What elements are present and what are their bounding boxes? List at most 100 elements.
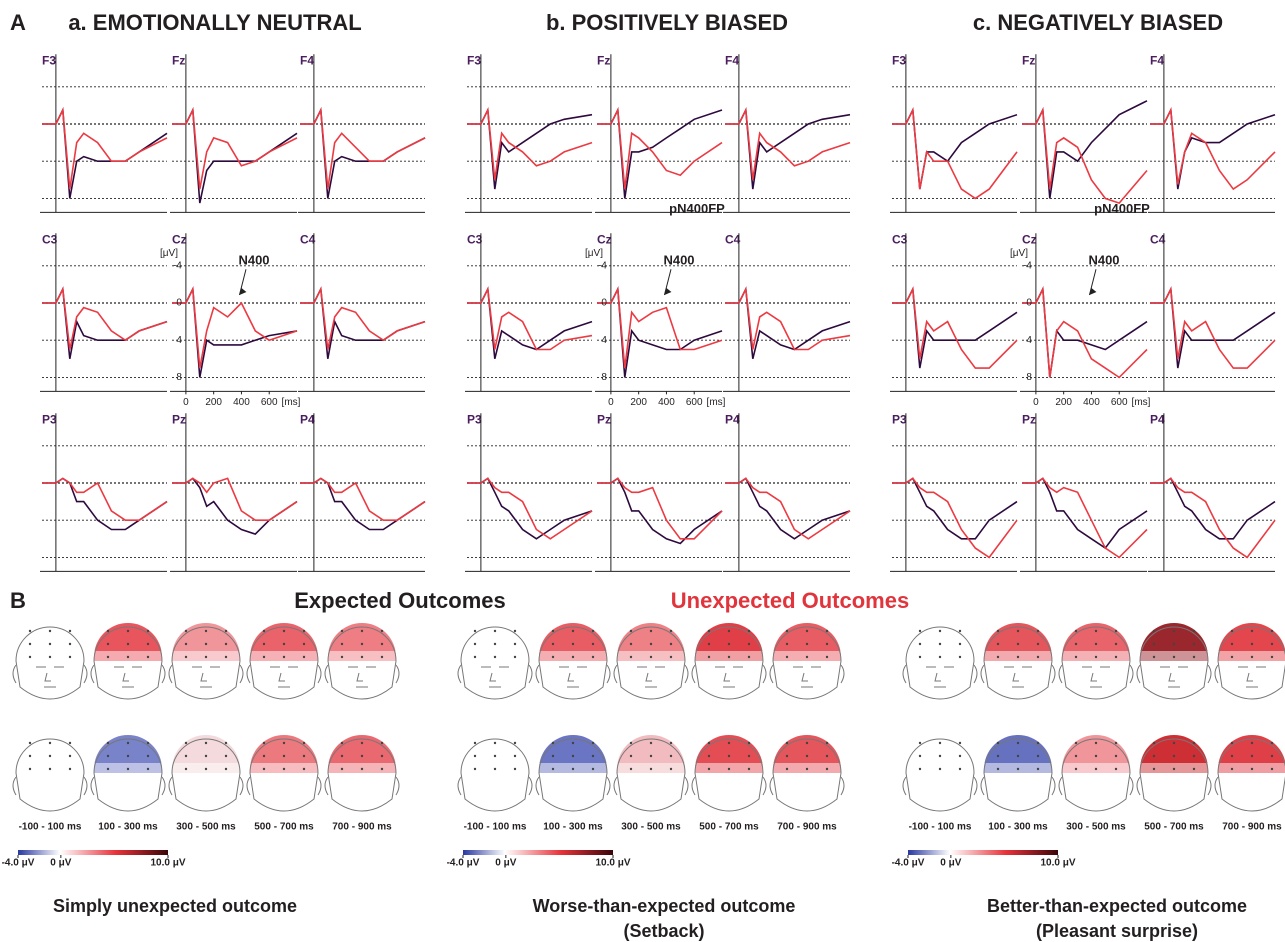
electrode-dot <box>341 630 343 632</box>
ears <box>1059 665 1133 683</box>
topo-time-label: 500 - 700 ms <box>254 822 314 833</box>
electrode-dot <box>552 643 554 645</box>
electrode-dot <box>494 742 496 744</box>
column-title: a. EMOTIONALLY NEUTRAL <box>68 10 361 35</box>
unexpected-wave <box>892 110 1017 198</box>
x-unit: [ms] <box>707 397 726 408</box>
electrode-dot <box>552 755 554 757</box>
electrode-dot <box>939 768 941 770</box>
topo-time-label: 100 - 300 ms <box>98 822 158 833</box>
face <box>637 667 665 687</box>
unexpected-wave <box>172 110 297 189</box>
electrode-dot <box>127 643 129 645</box>
topo-time-label: 500 - 700 ms <box>699 822 759 833</box>
electrode-dot <box>1037 643 1039 645</box>
expected-wave <box>300 478 425 529</box>
colorbar-label: 0 μV <box>495 858 516 869</box>
unexpected-wave <box>892 289 1017 368</box>
electrode-dot <box>494 630 496 632</box>
ears <box>13 777 87 795</box>
head-outline <box>16 627 84 699</box>
electrode-dot <box>107 656 109 658</box>
face <box>481 667 509 687</box>
electrode-dot <box>1037 768 1039 770</box>
electrode-dot <box>552 656 554 658</box>
electrode-dot <box>494 656 496 658</box>
unexpected-wave <box>597 110 722 189</box>
electrode-dot <box>572 656 574 658</box>
electrode-dot <box>1075 630 1077 632</box>
caption: Worse-than-expected outcome <box>533 896 796 916</box>
electrode-dot <box>786 630 788 632</box>
electrode-dot <box>650 755 652 757</box>
topo-time-label: 300 - 500 ms <box>176 822 236 833</box>
electrode-dot <box>29 768 31 770</box>
electrode-dot <box>474 742 476 744</box>
electrode-dot <box>630 742 632 744</box>
topo-time-label: 100 - 300 ms <box>543 822 603 833</box>
ears <box>325 665 399 683</box>
electrode-dot <box>185 742 187 744</box>
electrode-dot <box>341 643 343 645</box>
electrode-dot <box>361 742 363 744</box>
electrode-dot <box>107 630 109 632</box>
electrode-dot <box>1173 643 1175 645</box>
colorbar-label: 0 μV <box>50 858 71 869</box>
electrode-dot <box>650 643 652 645</box>
electrode-dot <box>225 768 227 770</box>
electrode-label: P4 <box>1150 412 1165 426</box>
electrode-dot <box>1231 755 1233 757</box>
colorbar-label: -4.0 μV <box>447 858 480 869</box>
face <box>1004 667 1032 687</box>
electrode-dot <box>630 656 632 658</box>
caption: Better-than-expected outcome <box>987 896 1247 916</box>
electrode-dot <box>205 768 207 770</box>
electrode-dot <box>127 768 129 770</box>
electrode-dot <box>29 630 31 632</box>
y-tick-label: 4 <box>1026 335 1032 346</box>
expected-wave <box>1022 478 1147 548</box>
y-tick-label: 8 <box>601 372 607 383</box>
topo-time-label: 300 - 500 ms <box>621 822 681 833</box>
electrode-dot <box>572 755 574 757</box>
electrode-label: Pz <box>1022 412 1036 426</box>
electrode-dot <box>1075 656 1077 658</box>
electrode-dot <box>1271 755 1273 757</box>
expected-wave <box>42 478 167 529</box>
electrode-dot <box>69 656 71 658</box>
electrode-label: C3 <box>892 232 908 246</box>
electrode-dot <box>185 630 187 632</box>
electrode-dot <box>303 742 305 744</box>
unexpected-wave <box>1150 478 1275 557</box>
electrode-dot <box>939 742 941 744</box>
electrode-label: C4 <box>725 232 741 246</box>
electrode-dot <box>650 630 652 632</box>
electrode-dot <box>1193 656 1195 658</box>
expected-wave <box>42 289 167 359</box>
x-unit: [ms] <box>1132 397 1151 408</box>
x-tick-label: 400 <box>658 397 675 408</box>
n400-label: N400 <box>1088 253 1119 268</box>
electrode-label: F4 <box>1150 53 1164 67</box>
face <box>192 667 220 687</box>
electrode-dot <box>1231 656 1233 658</box>
unexpected-wave <box>467 289 592 349</box>
electrode-label: P4 <box>725 412 740 426</box>
expected-wave <box>892 478 1017 538</box>
electrode-dot <box>1251 643 1253 645</box>
unexpected-wave <box>172 289 297 368</box>
expected-wave <box>467 478 592 538</box>
electrode-dot <box>1017 643 1019 645</box>
electrode-dot <box>959 630 961 632</box>
expected-wave <box>1150 289 1275 368</box>
electrode-dot <box>147 656 149 658</box>
electrode-dot <box>959 755 961 757</box>
electrode-dot <box>474 768 476 770</box>
face <box>715 667 743 687</box>
unexpected-wave <box>1022 478 1147 557</box>
electrode-dot <box>49 755 51 757</box>
expected-wave <box>892 289 1017 368</box>
electrode-dot <box>1271 742 1273 744</box>
electrode-dot <box>1075 742 1077 744</box>
electrode-dot <box>1095 742 1097 744</box>
